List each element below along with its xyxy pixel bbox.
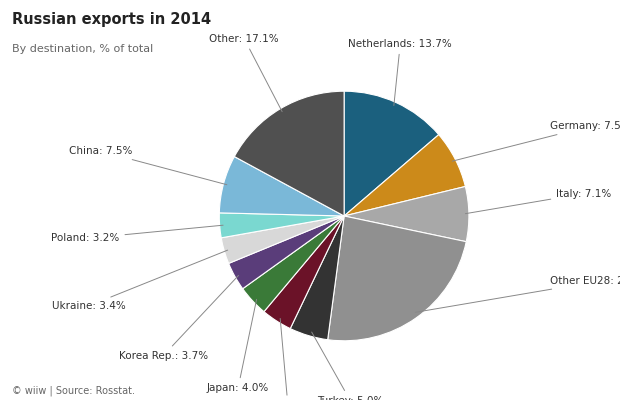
Text: Netherlands: 13.7%: Netherlands: 13.7% bbox=[348, 39, 452, 106]
Wedge shape bbox=[234, 91, 344, 216]
Text: Other: 17.1%: Other: 17.1% bbox=[210, 34, 282, 112]
Text: Belarus: 4.0%: Belarus: 4.0% bbox=[252, 318, 324, 400]
Text: Russian exports in 2014: Russian exports in 2014 bbox=[12, 12, 211, 27]
Wedge shape bbox=[344, 135, 466, 216]
Text: Poland: 3.2%: Poland: 3.2% bbox=[51, 225, 223, 244]
Text: Germany: 7.5%: Germany: 7.5% bbox=[452, 121, 620, 161]
Text: Korea Rep.: 3.7%: Korea Rep.: 3.7% bbox=[118, 276, 239, 361]
Wedge shape bbox=[344, 91, 439, 216]
Wedge shape bbox=[328, 216, 466, 341]
Text: China: 7.5%: China: 7.5% bbox=[69, 146, 227, 185]
Text: Ukraine: 3.4%: Ukraine: 3.4% bbox=[52, 250, 228, 311]
Wedge shape bbox=[219, 156, 344, 216]
Text: By destination, % of total: By destination, % of total bbox=[12, 44, 154, 54]
Wedge shape bbox=[290, 216, 344, 340]
Wedge shape bbox=[344, 186, 469, 242]
Text: Italy: 7.1%: Italy: 7.1% bbox=[466, 188, 611, 214]
Text: © wiiw | Source: Rosstat.: © wiiw | Source: Rosstat. bbox=[12, 386, 135, 396]
Wedge shape bbox=[219, 213, 344, 238]
Wedge shape bbox=[229, 216, 344, 289]
Text: Other EU28: 23.8%: Other EU28: 23.8% bbox=[415, 276, 620, 312]
Wedge shape bbox=[221, 216, 344, 263]
Text: Japan: 4.0%: Japan: 4.0% bbox=[207, 299, 269, 393]
Text: Turkey: 5.0%: Turkey: 5.0% bbox=[312, 332, 384, 400]
Wedge shape bbox=[242, 216, 344, 312]
Wedge shape bbox=[264, 216, 344, 328]
